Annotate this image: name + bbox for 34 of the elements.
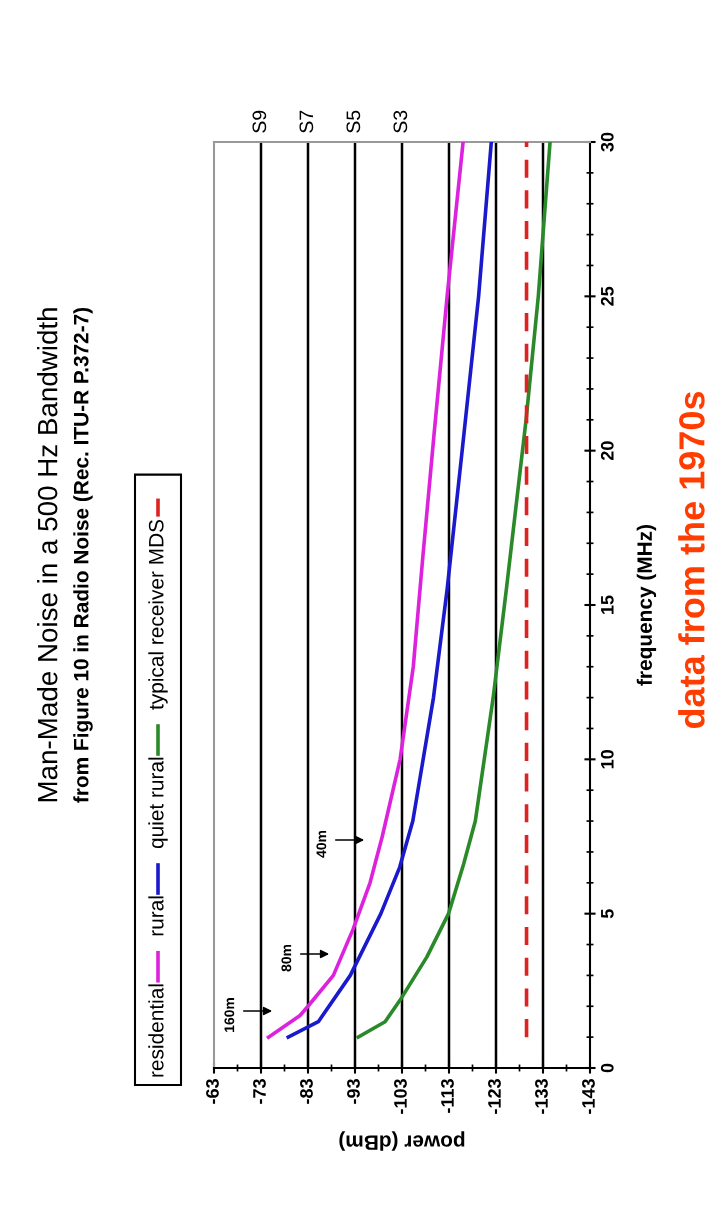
text: Man-Made Noise in a 500 Hz Bandwidth <box>37 308 58 802</box>
x-tick-label: -93 <box>347 1079 360 1104</box>
x-tick-label: -123 <box>488 1079 501 1114</box>
line-series <box>266 142 465 1039</box>
y-tick-label: 20 <box>600 441 614 461</box>
y-tick-label: 15 <box>601 595 614 614</box>
x-tick-label: -63 <box>206 1079 219 1104</box>
y-tick-label: 25 <box>600 286 614 306</box>
ref-line-label: S5 <box>346 110 361 133</box>
x-tick-label: -113 <box>441 1079 454 1113</box>
ref-line-label: S7 <box>299 110 314 133</box>
legend-label: residential <box>148 984 164 1077</box>
x-axis-title: power (dBm) <box>339 1131 465 1151</box>
text: from Figure 10 in Radio Noise (Rec. ITU-R P.372-7) <box>73 307 93 803</box>
annotation: 80m <box>281 944 292 972</box>
legend-label: quiet rural <box>148 757 168 849</box>
legend-label: typical receiver MDS <box>148 519 168 710</box>
x-tick-label: -133 <box>535 1079 548 1114</box>
y-tick-label: 5 <box>601 909 614 919</box>
x-tick-label: -83 <box>300 1079 313 1104</box>
ref-line-label: S9 <box>252 110 267 133</box>
line-series <box>356 142 552 1039</box>
text: data from the 1970s <box>678 391 705 729</box>
annotation: 40m <box>316 830 327 858</box>
x-tick-label: -103 <box>394 1079 407 1114</box>
y-tick-label: 0 <box>600 1063 614 1073</box>
x-tick-label: -143 <box>582 1079 595 1114</box>
y-tick-label: 10 <box>600 750 614 769</box>
y-axis-title: frequency (MHz) <box>636 525 657 686</box>
legend-label: rural <box>148 896 164 936</box>
annotation: 160m <box>224 998 235 1032</box>
x-tick-label: -73 <box>253 1079 266 1104</box>
ref-line-label: S3 <box>393 110 408 133</box>
y-tick-label: 30 <box>600 132 614 152</box>
